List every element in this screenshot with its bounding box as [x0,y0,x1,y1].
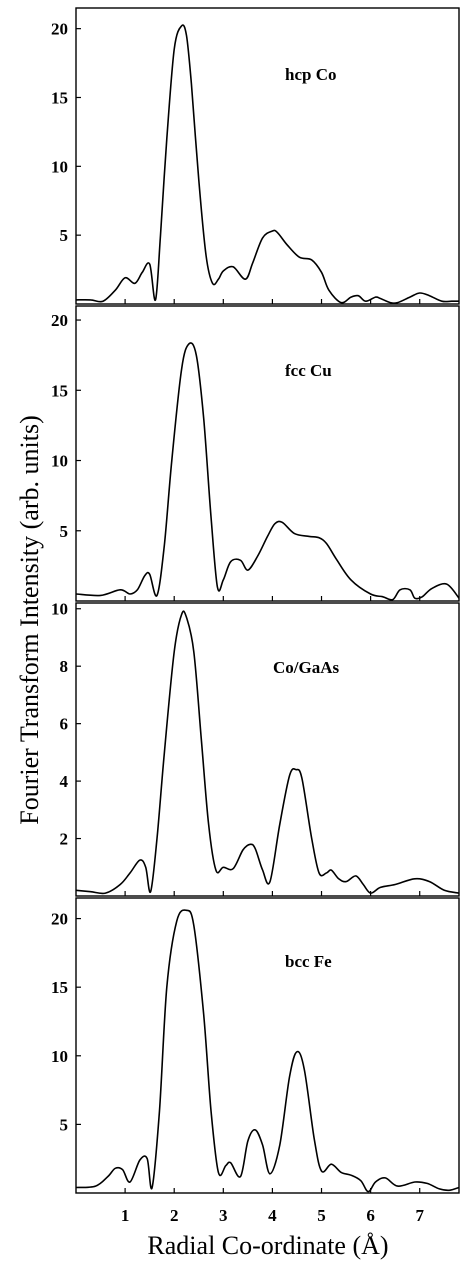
panel-1: 5 10 15 20 fcc Cu [51,305,460,602]
panel-label: fcc Cu [285,361,332,380]
panel-3: 5 10 15 20 bcc Fe [51,897,460,1194]
panel-2: 2 4 6 8 10 Co/GaAs [51,600,460,897]
y-tick-label: 8 [60,657,69,676]
y-axis-title: Fourier Transform Intensity (arb. units) [15,415,44,824]
y-tick-label: 20 [51,20,68,39]
y-tick-label: 20 [51,311,68,330]
y-tick-label: 15 [51,88,68,107]
x-tick-label: 6 [366,1206,375,1225]
y-tick-label: 10 [51,1047,68,1066]
chart-panels: 5 10 15 20 hcp Co 5 10 15 20 fcc Cu 2 4 6 8 10 Co/GaAs 5… [51,7,460,1194]
y-tick-label: 20 [51,910,68,929]
panel-frame [75,305,460,602]
panel-label: Co/GaAs [273,658,340,677]
y-tick-label: 10 [51,452,68,471]
panel-frame [75,7,460,305]
y-tick-label: 10 [51,157,68,176]
y-tick-label: 5 [60,1115,69,1134]
y-tick-label: 6 [60,715,69,734]
x-tick-label: 7 [415,1206,424,1225]
series-line [75,909,460,1193]
panel-label: bcc Fe [285,952,332,971]
panel-frame [75,602,460,897]
y-tick-label: 15 [51,381,68,400]
y-tick-label: 5 [60,522,69,541]
x-axis-title: Radial Co-ordinate (Å) [147,1231,388,1260]
series-line [75,24,459,304]
series-line [75,610,460,895]
x-tick-label: 2 [170,1206,179,1225]
y-tick-label: 10 [51,600,68,619]
x-tick-label: 1 [121,1206,130,1225]
panel-0: 5 10 15 20 hcp Co [51,7,460,305]
x-tick-label: 5 [317,1206,326,1225]
y-tick-label: 2 [60,830,69,849]
x-axis-ticks: 1 2 3 4 5 6 7 [121,1206,425,1225]
panel-frame [75,897,460,1194]
x-tick-label: 3 [219,1206,228,1225]
panel-label: hcp Co [285,65,336,84]
y-tick-label: 5 [60,226,69,245]
x-tick-label: 4 [268,1206,277,1225]
y-tick-label: 15 [51,978,68,997]
series-line [75,342,460,601]
y-tick-label: 4 [60,772,69,791]
